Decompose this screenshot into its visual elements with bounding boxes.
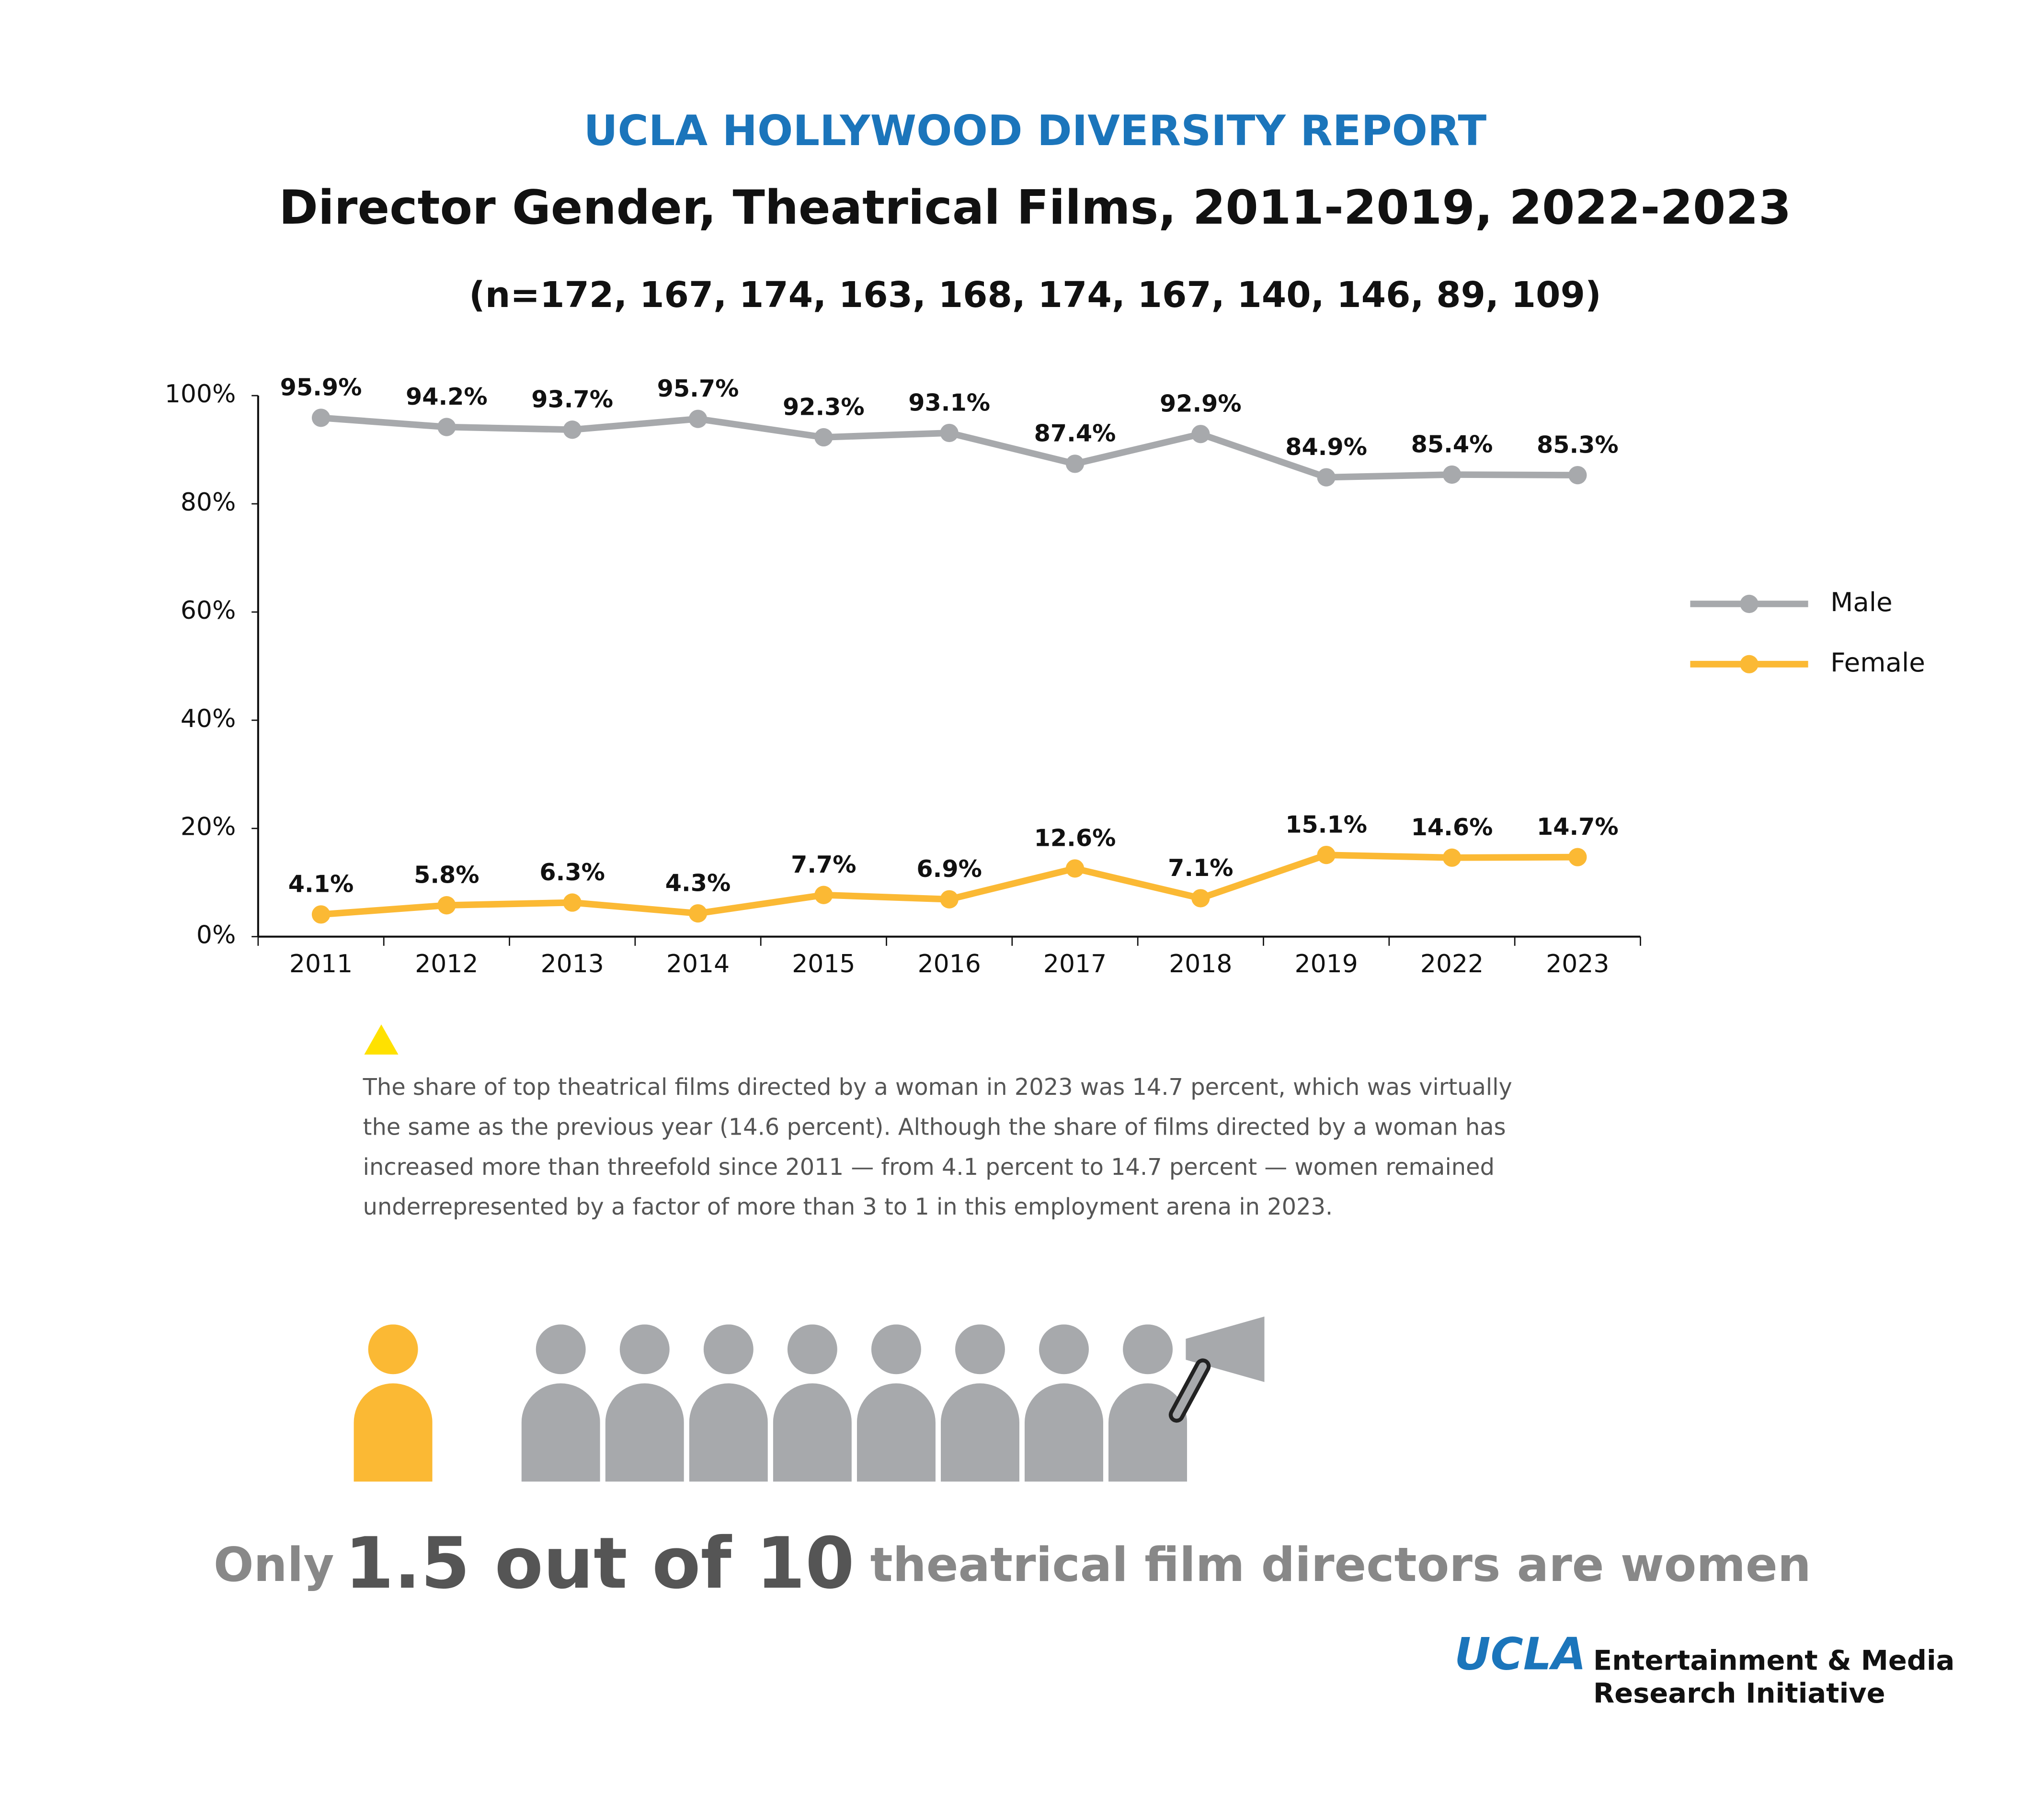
point [688,409,708,428]
value-label: 12.6% [1034,824,1116,852]
value-label: 84.9% [1285,433,1367,461]
y-tick-label: 100% [165,380,236,409]
x-tick-label: 2015 [792,950,855,978]
point [814,428,833,447]
point [563,421,582,439]
point [311,905,331,924]
pictogram [354,1316,1265,1482]
x-tick-label: 2018 [1169,950,1232,978]
point [1317,468,1336,487]
note: The share of top theatrical films direct… [363,1074,1512,1220]
value-label: 14.6% [1411,813,1493,841]
value-label: 6.3% [539,858,605,886]
point [437,418,456,436]
value-label: 85.4% [1411,430,1493,458]
point [1568,848,1587,866]
point [311,409,331,427]
point [437,896,456,915]
legend-marker [1740,594,1759,614]
value-label: 87.4% [1034,420,1116,447]
x-tick-label: 2014 [666,950,730,978]
point [1442,465,1462,484]
point [1065,859,1085,878]
x-tick-label: 2012 [415,950,478,978]
tagline-start: Only [214,1538,334,1592]
note-line: increased more than threefold since 2011… [363,1154,1495,1181]
chart-title: Director Gender, Theatrical Films, 2011-… [279,181,1791,235]
header: UCLA HOLLYWOOD DIVERSITY REPORT [583,106,1486,155]
x-tick-label: 2023 [1546,950,1609,978]
legend-marker [1740,655,1759,673]
point [563,893,582,912]
x-tick-label: 2017 [1043,950,1107,978]
point [1191,425,1210,443]
value-label: 93.1% [908,388,990,416]
value-label: 4.1% [288,870,354,898]
value-label: 7.1% [1168,854,1233,882]
note-line: underrepresented by a factor of more tha… [363,1194,1333,1220]
legend-label: Male [1830,587,1893,617]
logo-line: Research Initiative [1593,1677,1885,1709]
y-tick-label: 80% [181,488,236,517]
logo-mark: UCLA [1454,1628,1586,1680]
value-label: 92.9% [1160,390,1242,418]
y-tick-label: 20% [181,813,236,841]
value-label: 85.3% [1537,431,1619,458]
chart-subtitle: (n=172, 167, 174, 163, 168, 174, 167, 14… [469,274,1601,316]
point [1442,848,1462,867]
tagline-highlight: 1.5 out of 10 [344,1522,854,1604]
point [688,904,708,923]
y-tick-label: 0% [196,921,236,950]
note-line: The share of top theatrical films direct… [363,1074,1512,1101]
y-tick-label: 60% [181,596,236,625]
logo-line: Entertainment & Media [1593,1645,1954,1677]
value-label: 15.1% [1285,810,1367,838]
note-line: the same as the previous year (14.6 perc… [363,1114,1506,1140]
value-label: 95.7% [657,375,739,402]
point [1568,466,1587,485]
point [814,886,833,904]
point [1065,455,1085,473]
triangle-icon [364,1024,399,1055]
value-label: 14.7% [1537,813,1619,841]
legend-label: Female [1830,647,1925,678]
x-tick-label: 2019 [1295,950,1358,978]
value-label: 4.3% [665,869,731,897]
value-label: 94.2% [406,383,488,410]
point [940,423,959,443]
x-tick-label: 2016 [918,950,981,978]
value-label: 95.9% [280,374,362,401]
y-tick-label: 40% [181,705,236,733]
x-tick-label: 2011 [289,950,353,978]
x-tick-label: 2022 [1420,950,1484,978]
x-tick-label: 2013 [541,950,604,978]
tagline-end: theatrical film directors are women [870,1538,1811,1592]
point [1191,889,1210,908]
plot: 0% 20% 40% 60% 80% 100% 2011 2012 2013 2014 2015 20… [165,374,1925,978]
point [1317,845,1336,864]
value-label: 92.3% [783,393,865,421]
value-label: 5.8% [414,861,480,888]
value-label: 6.9% [916,855,982,883]
value-label: 93.7% [531,386,613,413]
point [940,890,959,909]
tagline: Only 1.5 out of 10 theatrical film directo… [214,1522,1811,1604]
value-label: 7.7% [791,851,856,878]
